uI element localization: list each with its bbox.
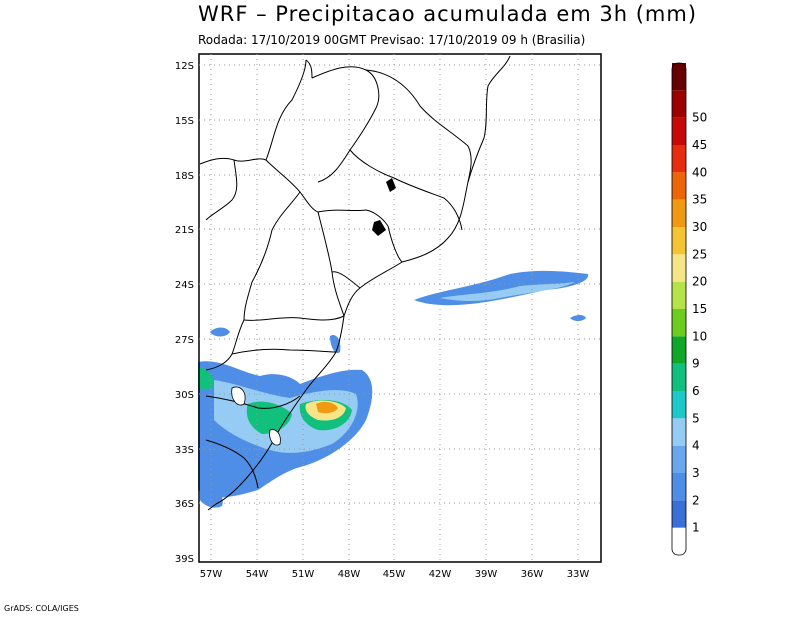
colorbar-segment — [672, 363, 686, 391]
colorbar-label: 4 — [692, 439, 700, 453]
lat-label: 15S — [175, 116, 194, 127]
lat-label: 39S — [175, 554, 194, 565]
colorbar-label: 15 — [692, 302, 707, 316]
lon-label: 45W — [383, 569, 406, 580]
lat-label: 27S — [175, 335, 194, 346]
lon-label: 54W — [246, 569, 269, 580]
lon-label: 42W — [429, 569, 452, 580]
lat-label: 21S — [175, 225, 194, 236]
colorbar-segment — [672, 117, 686, 145]
latitude-labels: 12S 15S 18S 21S 24S 27S 30S 33S 36S 39S — [175, 61, 194, 565]
colorbar-segment — [672, 527, 686, 555]
colorbar-label: 45 — [692, 138, 707, 152]
colorbar-label: 3 — [692, 466, 700, 480]
colorbar-segment — [672, 172, 686, 200]
colorbar-segment — [672, 500, 686, 528]
lakes — [372, 178, 396, 236]
colorbar-label: 25 — [692, 247, 707, 261]
colorbar-outline — [671, 62, 687, 556]
lon-label: 48W — [338, 569, 361, 580]
colorbar-segment — [672, 199, 686, 227]
lat-label: 36S — [175, 499, 194, 510]
grid-lines — [199, 54, 601, 562]
colorbar-segment — [672, 445, 686, 473]
colorbar-label: 2 — [692, 493, 700, 507]
lon-label: 51W — [292, 569, 315, 580]
longitude-labels: 57W 54W 51W 48W 45W 42W 39W 36W 33W — [200, 569, 590, 580]
precip-patch-north — [210, 327, 230, 337]
colorbar-label: 10 — [692, 329, 707, 343]
colorbar-label: 9 — [692, 357, 700, 371]
lat-label: 33S — [175, 445, 194, 456]
colorbar-label: 40 — [692, 165, 707, 179]
colorbar-label: 20 — [692, 275, 707, 289]
lon-label: 36W — [521, 569, 544, 580]
lon-label: 39W — [475, 569, 498, 580]
colorbar-segment — [672, 145, 686, 173]
colorbar-label: 50 — [692, 111, 707, 125]
lagoons — [231, 386, 281, 446]
colorbar-segment — [672, 63, 686, 91]
map-subtitle: Rodada: 17/10/2019 00GMT Previsao: 17/10… — [198, 33, 586, 47]
map-title: WRF – Precipitacao acumulada em 3h (mm) — [198, 2, 698, 26]
colorbar-segment — [672, 309, 686, 337]
lon-label: 57W — [200, 569, 223, 580]
colorbar-segment — [672, 227, 686, 255]
lat-label: 12S — [175, 61, 194, 72]
colorbar-label: 1 — [692, 521, 700, 535]
precip-green-west — [198, 367, 214, 390]
lon-label: 33W — [567, 569, 590, 580]
colorbar-segment — [672, 336, 686, 364]
lat-label: 24S — [175, 280, 194, 291]
precip-patch-coast — [330, 334, 341, 354]
colorbar-label: 30 — [692, 220, 707, 234]
map-frame — [198, 53, 602, 563]
colorbar-segment — [672, 473, 686, 501]
precip-green-center — [246, 401, 292, 434]
colorbar-label: 35 — [692, 193, 707, 207]
colorbar-label: 5 — [692, 411, 700, 425]
precip-band-ocean — [414, 270, 589, 306]
colorbar-segment — [672, 391, 686, 419]
lat-label: 30S — [175, 390, 194, 401]
colorbar-segment — [672, 281, 686, 309]
precip-orange-core — [316, 401, 338, 414]
colorbar-segment — [672, 418, 686, 446]
colorbar-segment — [672, 254, 686, 282]
colorbar-segment — [672, 90, 686, 118]
colorbar-label: 6 — [692, 384, 700, 398]
grads-credit: GrADS: COLA/IGES — [4, 604, 79, 613]
lat-label: 18S — [175, 171, 194, 182]
precip-patch-small — [570, 315, 586, 321]
precip-band-ocean-light — [440, 282, 575, 301]
